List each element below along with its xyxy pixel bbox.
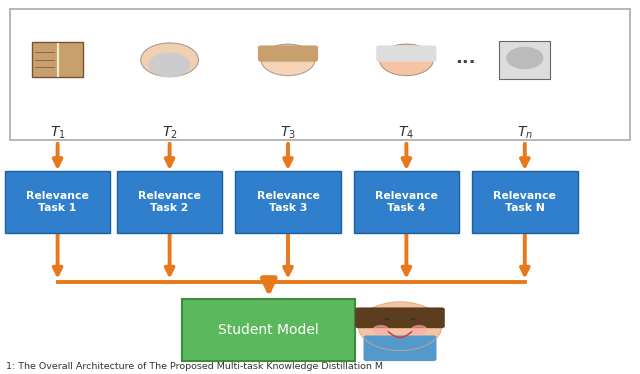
Circle shape [150, 53, 190, 77]
Text: Relevance
Task 1: Relevance Task 1 [26, 191, 89, 213]
FancyBboxPatch shape [364, 335, 436, 361]
Text: 1: The Overall Architecture of The Proposed Multi-task Knowledge Distillation M: 1: The Overall Architecture of The Propo… [6, 362, 383, 371]
Text: Relevance
Task 3: Relevance Task 3 [257, 191, 319, 213]
Circle shape [507, 47, 543, 68]
Text: $T_{2}$: $T_{2}$ [162, 125, 177, 141]
Text: Relevance
Task N: Relevance Task N [493, 191, 556, 213]
Circle shape [412, 325, 427, 335]
Text: $T_{1}$: $T_{1}$ [50, 125, 65, 141]
Circle shape [141, 43, 198, 77]
FancyBboxPatch shape [376, 45, 436, 62]
Circle shape [358, 302, 442, 351]
FancyBboxPatch shape [472, 171, 578, 233]
Text: Relevance
Task 4: Relevance Task 4 [375, 191, 438, 213]
FancyBboxPatch shape [499, 41, 550, 79]
FancyBboxPatch shape [258, 45, 318, 62]
FancyBboxPatch shape [10, 9, 630, 140]
Text: $T_{n}$: $T_{n}$ [517, 125, 532, 141]
Circle shape [380, 44, 433, 76]
FancyBboxPatch shape [354, 171, 460, 233]
FancyBboxPatch shape [236, 171, 340, 233]
FancyBboxPatch shape [116, 171, 223, 233]
FancyBboxPatch shape [355, 307, 445, 328]
Text: Student Model: Student Model [218, 323, 319, 337]
Text: ...: ... [455, 49, 476, 67]
Circle shape [261, 44, 315, 76]
FancyBboxPatch shape [4, 171, 111, 233]
Text: Relevance
Task 2: Relevance Task 2 [138, 191, 201, 213]
FancyBboxPatch shape [182, 299, 355, 361]
Circle shape [373, 325, 388, 335]
FancyBboxPatch shape [32, 42, 83, 77]
Text: $T_{4}$: $T_{4}$ [398, 125, 415, 141]
Text: $T_{3}$: $T_{3}$ [280, 125, 296, 141]
